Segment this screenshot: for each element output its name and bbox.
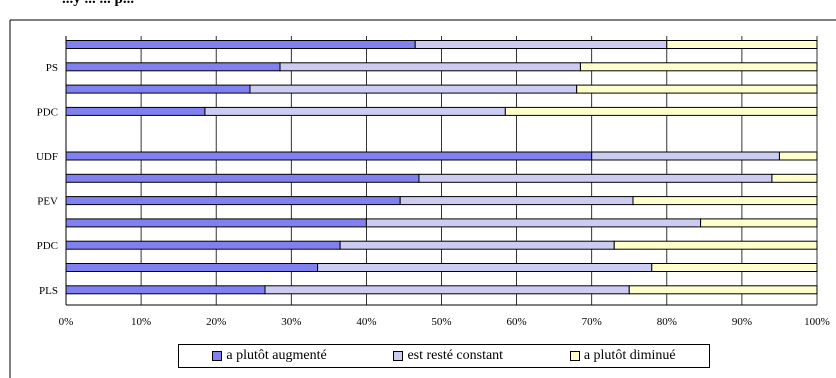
bar-segment [771,173,818,183]
chart-title: ...y ... ... p... [62,0,134,8]
legend-swatch-constant [393,351,404,361]
bar-segment [249,84,578,94]
x-tick-label: 20% [206,316,226,328]
y-category-label: UDF [36,151,58,163]
legend: a plutôt augmenté est resté constant a p… [178,344,710,368]
bar-segment [651,263,818,272]
bar-segment [778,151,818,161]
bar-segment [65,218,367,228]
x-tick-label: 0% [59,316,74,328]
bar-segment [317,263,653,272]
bar-segment [279,62,581,72]
bar-segment [204,106,506,116]
y-category-label: PDC [37,106,58,118]
bar-segment [65,62,281,72]
bar-segment [65,285,266,295]
bar-segment [666,40,818,49]
bar-segment [418,173,773,183]
legend-swatch-diminue [569,351,580,361]
x-tick-label: 50% [431,316,451,328]
bar-segment [628,285,818,295]
x-tick-label: 80% [657,316,677,328]
bar-segment [414,40,668,49]
x-tick-label: 60% [507,316,527,328]
bar-segment [65,151,593,161]
bar-segment [365,218,702,228]
bar-segment [576,84,818,94]
bar-segment [65,240,341,250]
bar-segment [65,106,206,116]
bar-segment [399,196,634,206]
bar-segment [65,196,401,206]
legend-label-diminue: a plutôt diminué [583,348,676,363]
x-tick-label: 30% [281,316,301,328]
bar-segment [591,151,780,161]
bar-segment [339,240,615,250]
bar-segment [632,196,818,206]
bar-segment [504,106,818,116]
x-tick-label: 100% [804,316,830,328]
x-tick-label: 40% [356,316,376,328]
x-tick-label: 90% [732,316,752,328]
legend-item-diminue: a plutôt diminué [569,348,676,364]
legend-label-constant: est resté constant [407,348,504,363]
x-tick-label: 70% [582,316,602,328]
bar-segment [613,240,818,250]
bar-segment [65,173,420,183]
x-tick-label: 10% [131,316,151,328]
y-category-label: PS [46,62,58,74]
legend-item-augmente: a plutôt augmenté [212,348,327,364]
bar-segment [65,84,251,94]
bar-segment [264,285,630,295]
bar-segment [579,62,818,72]
legend-item-constant: est resté constant [393,348,503,364]
y-category-label: PEV [37,196,58,208]
bar-segment [700,218,818,228]
bar-segment [65,40,416,49]
legend-label-augmente: a plutôt augmenté [226,348,327,363]
legend-swatch-augmente [212,351,223,361]
y-category-label: PLS [39,285,58,297]
y-category-label: PDC [37,240,58,252]
bar-segment [65,263,319,272]
